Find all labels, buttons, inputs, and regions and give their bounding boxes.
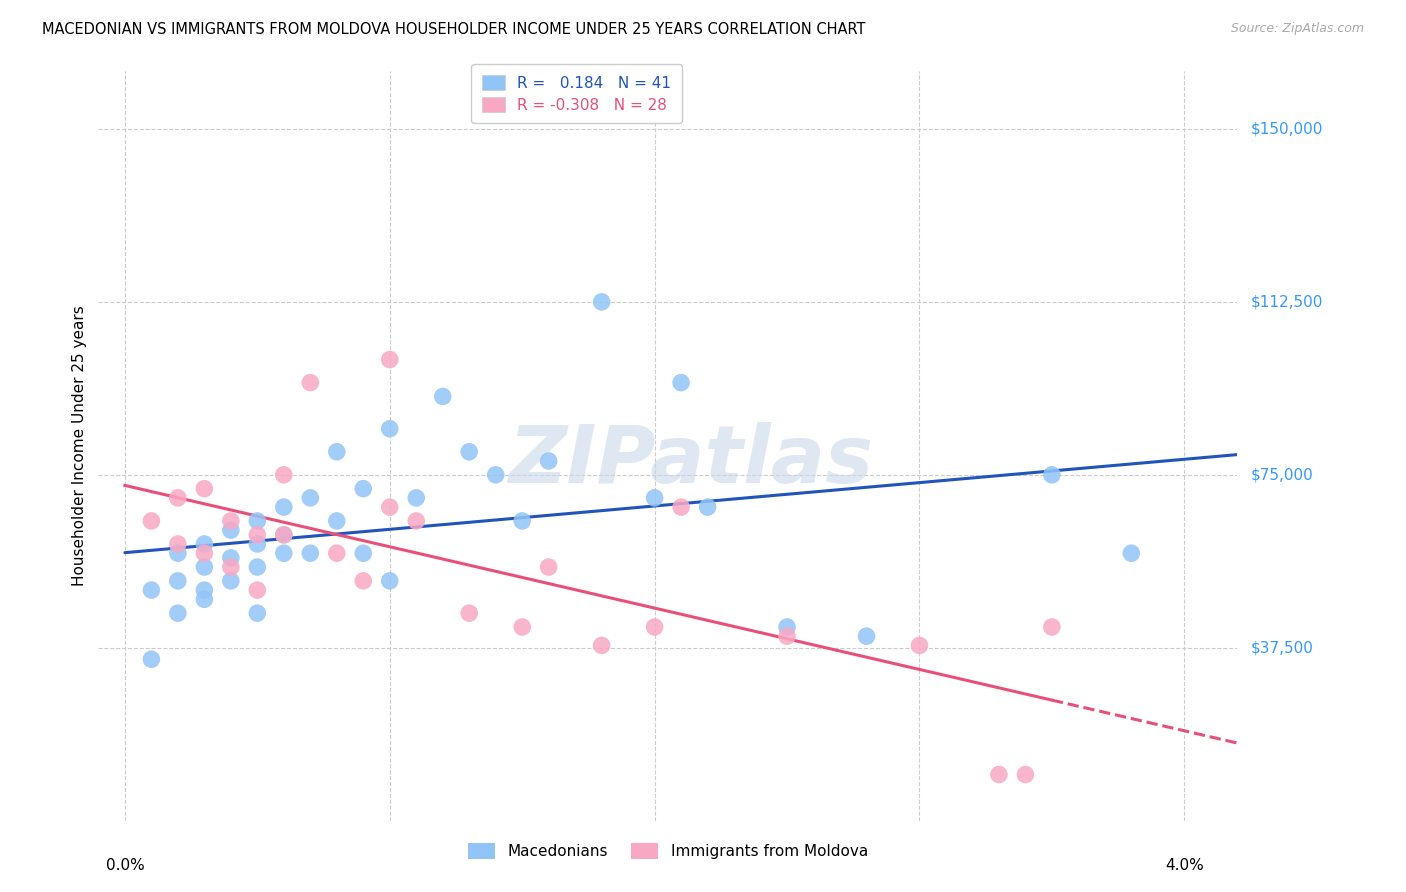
Point bbox=[193, 537, 215, 551]
Point bbox=[378, 352, 401, 367]
Point bbox=[219, 560, 242, 574]
Point bbox=[193, 592, 215, 607]
Text: $150,000: $150,000 bbox=[1250, 121, 1323, 136]
Point bbox=[299, 546, 322, 560]
Point bbox=[510, 620, 533, 634]
Point bbox=[458, 444, 481, 458]
Point bbox=[537, 560, 560, 574]
Point bbox=[167, 546, 190, 560]
Point bbox=[432, 389, 454, 403]
Point bbox=[193, 560, 215, 574]
Point bbox=[378, 500, 401, 514]
Point bbox=[352, 482, 374, 496]
Text: 4.0%: 4.0% bbox=[1166, 857, 1204, 872]
Point bbox=[246, 537, 269, 551]
Point bbox=[644, 620, 666, 634]
Point bbox=[246, 560, 269, 574]
Point bbox=[246, 606, 269, 620]
Point bbox=[246, 528, 269, 542]
Point bbox=[669, 376, 692, 390]
Point bbox=[193, 546, 215, 560]
Point bbox=[669, 500, 692, 514]
Point bbox=[378, 574, 401, 588]
Point bbox=[537, 454, 560, 468]
Point bbox=[326, 444, 349, 458]
Point bbox=[1014, 767, 1036, 781]
Point bbox=[193, 482, 215, 496]
Point bbox=[485, 467, 508, 482]
Point bbox=[141, 514, 163, 528]
Point bbox=[246, 583, 269, 598]
Point bbox=[299, 376, 322, 390]
Text: $75,000: $75,000 bbox=[1250, 467, 1313, 483]
Text: 0.0%: 0.0% bbox=[105, 857, 145, 872]
Point bbox=[378, 422, 401, 436]
Text: $112,500: $112,500 bbox=[1250, 294, 1323, 310]
Point bbox=[591, 639, 613, 653]
Point bbox=[167, 491, 190, 505]
Y-axis label: Householder Income Under 25 years: Householder Income Under 25 years bbox=[72, 306, 87, 586]
Point bbox=[326, 514, 349, 528]
Point bbox=[352, 574, 374, 588]
Point bbox=[273, 528, 295, 542]
Point bbox=[219, 550, 242, 565]
Point bbox=[246, 514, 269, 528]
Point bbox=[219, 574, 242, 588]
Point bbox=[510, 514, 533, 528]
Point bbox=[776, 629, 799, 643]
Point bbox=[352, 546, 374, 560]
Point bbox=[299, 491, 322, 505]
Point bbox=[193, 583, 215, 598]
Point bbox=[776, 620, 799, 634]
Point bbox=[591, 294, 613, 309]
Point bbox=[405, 514, 427, 528]
Point bbox=[167, 606, 190, 620]
Text: MACEDONIAN VS IMMIGRANTS FROM MOLDOVA HOUSEHOLDER INCOME UNDER 25 YEARS CORRELAT: MACEDONIAN VS IMMIGRANTS FROM MOLDOVA HO… bbox=[42, 22, 866, 37]
Point bbox=[219, 514, 242, 528]
Point bbox=[1040, 620, 1063, 634]
Point bbox=[141, 652, 163, 666]
Text: Source: ZipAtlas.com: Source: ZipAtlas.com bbox=[1230, 22, 1364, 36]
Point bbox=[405, 491, 427, 505]
Point bbox=[908, 639, 931, 653]
Text: ZIPatlas: ZIPatlas bbox=[508, 422, 873, 500]
Point bbox=[273, 528, 295, 542]
Point bbox=[987, 767, 1010, 781]
Point bbox=[167, 537, 190, 551]
Point bbox=[273, 500, 295, 514]
Legend: Macedonians, Immigrants from Moldova: Macedonians, Immigrants from Moldova bbox=[461, 838, 875, 865]
Point bbox=[141, 583, 163, 598]
Point bbox=[696, 500, 718, 514]
Point bbox=[458, 606, 481, 620]
Text: $37,500: $37,500 bbox=[1250, 640, 1313, 656]
Point bbox=[219, 523, 242, 537]
Point bbox=[326, 546, 349, 560]
Point bbox=[273, 467, 295, 482]
Point bbox=[167, 574, 190, 588]
Point bbox=[1121, 546, 1143, 560]
Point bbox=[644, 491, 666, 505]
Point bbox=[855, 629, 877, 643]
Point bbox=[1040, 467, 1063, 482]
Point bbox=[273, 546, 295, 560]
